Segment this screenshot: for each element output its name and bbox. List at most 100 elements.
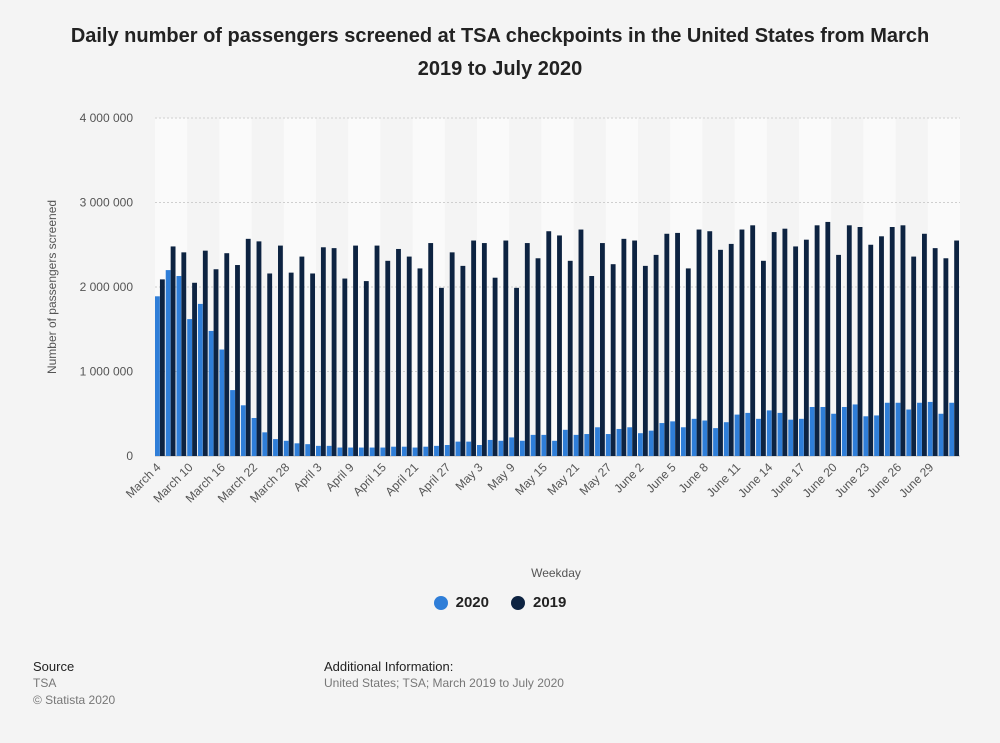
bar-2019[interactable] (911, 256, 917, 456)
bar-2019[interactable] (846, 225, 852, 456)
bar-2020[interactable] (638, 433, 643, 456)
bar-2020[interactable] (874, 415, 879, 456)
bar-2020[interactable] (326, 445, 332, 456)
bar-2019[interactable] (718, 249, 723, 456)
bar-2020[interactable] (208, 330, 214, 456)
bar-2020[interactable] (358, 447, 364, 456)
bar-2020[interactable] (573, 434, 579, 457)
bar-2019[interactable] (299, 256, 305, 456)
bar-2019[interactable] (954, 240, 960, 456)
bar-2020[interactable] (176, 276, 182, 456)
bar-2020[interactable] (401, 446, 407, 456)
bar-2020[interactable] (734, 414, 740, 456)
bar-2019[interactable] (868, 244, 874, 456)
bar-2020[interactable] (852, 404, 858, 456)
bar-2020[interactable] (305, 444, 311, 456)
bar-2019[interactable] (417, 268, 423, 456)
bar-2020[interactable] (294, 443, 300, 456)
bar-2019[interactable] (546, 231, 552, 456)
bar-2020[interactable] (455, 441, 461, 456)
bar-2019[interactable] (825, 221, 831, 456)
bar-2019[interactable] (600, 243, 605, 456)
bar-2020[interactable] (820, 406, 826, 456)
bar-2020[interactable] (659, 423, 665, 456)
bar-2020[interactable] (884, 402, 890, 456)
bar-2019[interactable] (159, 279, 165, 456)
bar-2020[interactable] (799, 418, 804, 456)
bar-2020[interactable] (616, 428, 622, 456)
bar-2019[interactable] (621, 238, 627, 456)
bar-2020[interactable] (756, 418, 761, 456)
bar-2020[interactable] (348, 447, 354, 456)
bar-2019[interactable] (471, 240, 477, 456)
bar-2020[interactable] (809, 406, 815, 456)
bar-2020[interactable] (927, 401, 933, 456)
bar-2019[interactable] (492, 277, 498, 456)
bar-2020[interactable] (938, 413, 944, 456)
bar-2020[interactable] (670, 421, 676, 456)
bar-2020[interactable] (487, 439, 493, 456)
bar-2020[interactable] (777, 412, 783, 456)
bar-2019[interactable] (771, 232, 777, 456)
bar-2020[interactable] (444, 445, 450, 456)
bar-2020[interactable] (412, 447, 418, 456)
bar-2020[interactable] (713, 428, 718, 456)
bar-2019[interactable] (224, 253, 230, 456)
bar-2020[interactable] (648, 430, 654, 456)
bar-2019[interactable] (589, 276, 595, 456)
bar-2020[interactable] (562, 429, 568, 456)
bar-2020[interactable] (187, 319, 193, 456)
bar-2020[interactable] (262, 432, 268, 456)
bar-2020[interactable] (423, 446, 429, 456)
bar-2019[interactable] (331, 248, 337, 456)
bar-2020[interactable] (917, 402, 922, 456)
bar-2019[interactable] (857, 227, 863, 456)
bar-2019[interactable] (385, 260, 391, 456)
bar-2020[interactable] (530, 434, 536, 457)
bar-2019[interactable] (363, 281, 369, 456)
bar-2019[interactable] (943, 258, 949, 456)
bar-2020[interactable] (240, 405, 246, 456)
bar-2019[interactable] (728, 243, 734, 456)
bar-2019[interactable] (278, 245, 283, 456)
bar-2019[interactable] (288, 272, 294, 456)
bar-2020[interactable] (273, 439, 278, 456)
bar-2020[interactable] (691, 418, 697, 456)
bar-2019[interactable] (535, 258, 541, 456)
bar-2019[interactable] (814, 225, 820, 456)
bar-2020[interactable] (906, 409, 912, 456)
bar-2020[interactable] (219, 349, 225, 456)
bar-2020[interactable] (380, 447, 386, 456)
bar-2020[interactable] (509, 437, 515, 456)
bar-2019[interactable] (320, 247, 326, 456)
bar-2019[interactable] (449, 252, 455, 456)
bar-2019[interactable] (353, 245, 358, 456)
legend-item-2019[interactable]: 2019 (511, 594, 566, 611)
bar-2019[interactable] (889, 227, 895, 456)
bar-2019[interactable] (428, 243, 434, 456)
bar-2019[interactable] (406, 256, 412, 456)
bar-2019[interactable] (481, 243, 487, 456)
bar-2020[interactable] (155, 296, 160, 456)
bar-2020[interactable] (863, 416, 869, 456)
bar-2019[interactable] (803, 239, 809, 456)
bar-2020[interactable] (230, 390, 235, 456)
bar-2020[interactable] (369, 447, 375, 456)
bar-2019[interactable] (503, 240, 509, 456)
bar-2019[interactable] (900, 225, 906, 456)
bar-2020[interactable] (283, 440, 289, 456)
bar-2019[interactable] (707, 231, 713, 456)
bar-2020[interactable] (165, 270, 171, 456)
bar-2019[interactable] (514, 287, 519, 456)
bar-2019[interactable] (696, 229, 702, 456)
bar-2020[interactable] (197, 303, 203, 456)
bar-2019[interactable] (653, 254, 659, 456)
bar-2020[interactable] (702, 420, 708, 456)
bar-2019[interactable] (750, 225, 756, 456)
bar-2019[interactable] (439, 287, 444, 456)
bar-2020[interactable] (541, 434, 547, 457)
bar-2019[interactable] (460, 265, 466, 457)
bar-2020[interactable] (595, 427, 600, 456)
bar-2019[interactable] (782, 228, 788, 456)
bar-2019[interactable] (685, 268, 691, 456)
